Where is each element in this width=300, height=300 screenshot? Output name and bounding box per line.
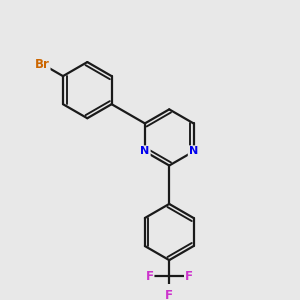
Text: F: F bbox=[184, 270, 193, 283]
Text: N: N bbox=[189, 146, 198, 157]
Text: F: F bbox=[146, 270, 154, 283]
Text: Br: Br bbox=[35, 58, 50, 71]
Text: N: N bbox=[140, 146, 149, 157]
Text: F: F bbox=[165, 289, 173, 300]
